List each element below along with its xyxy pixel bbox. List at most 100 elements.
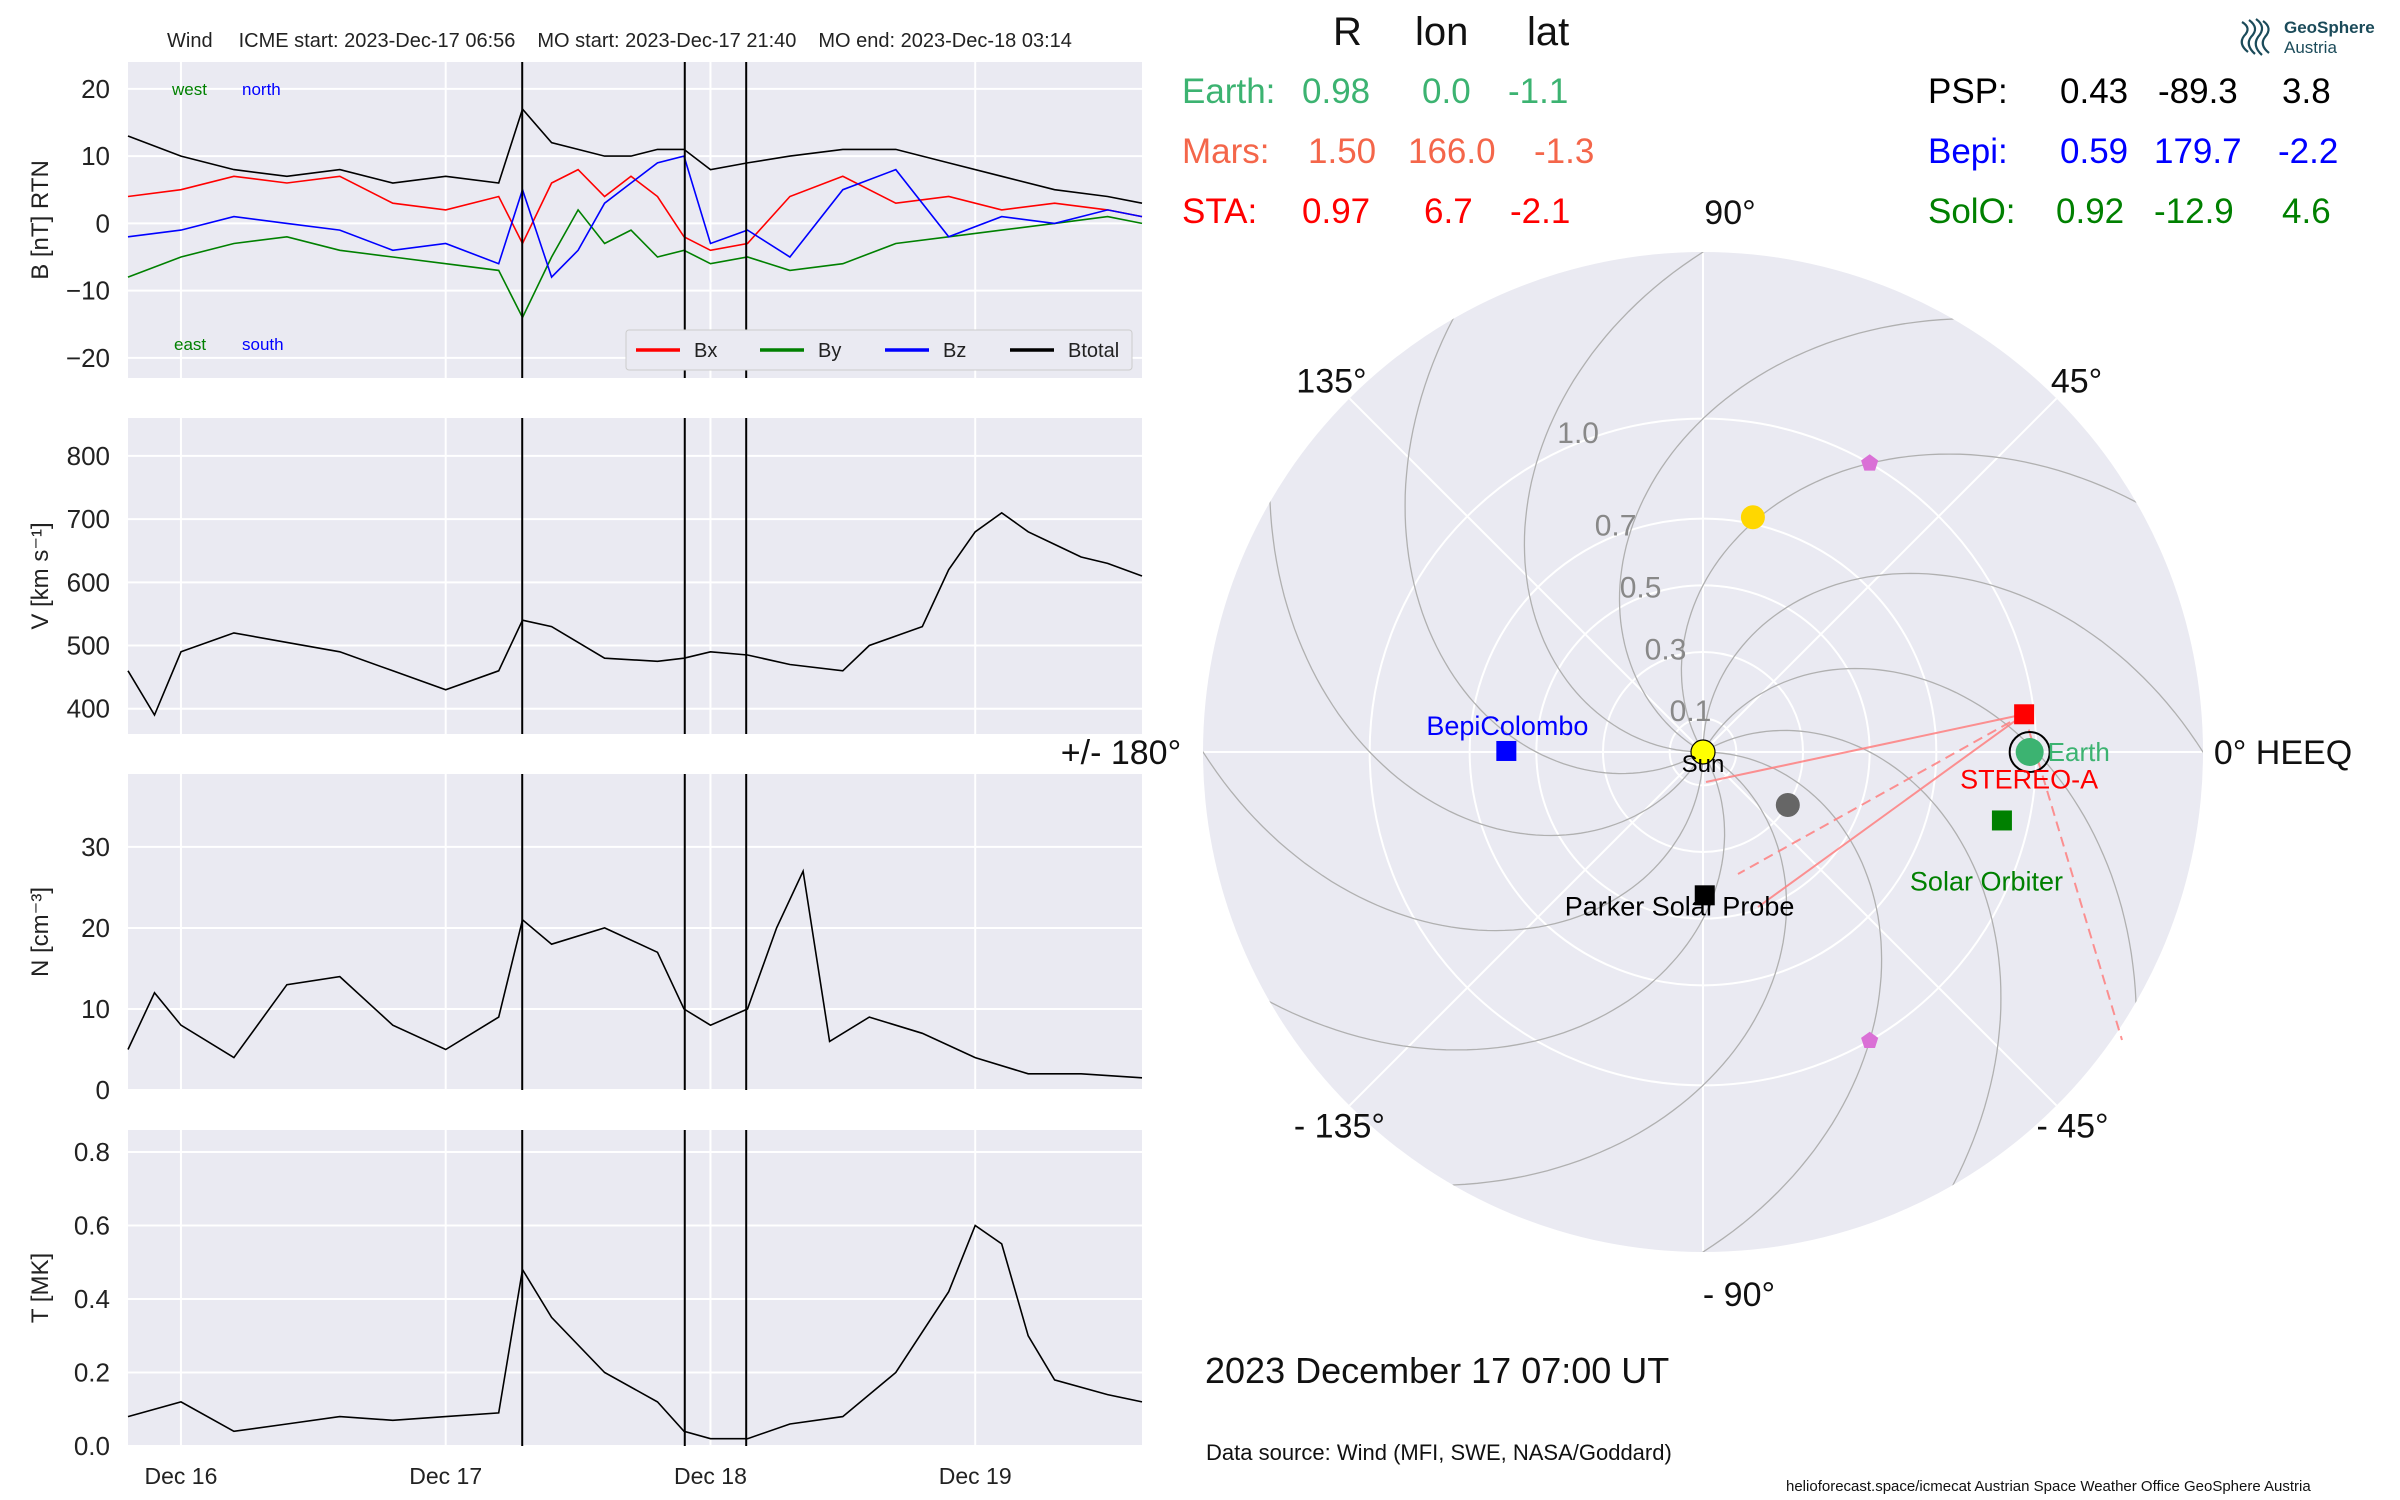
solo-r: 0.92 xyxy=(2056,192,2125,231)
label-earth: Earth xyxy=(2048,737,2110,767)
mars-lon: 166.0 xyxy=(1408,132,1496,171)
y-tick-label: 0.4 xyxy=(74,1284,110,1314)
series-line-bz xyxy=(127,155,1143,279)
angle-label-a0: 0° HEEQ xyxy=(2214,734,2352,772)
parker-spiral xyxy=(1702,667,2138,1053)
marker-stereo-a xyxy=(2014,704,2035,725)
series-line-density xyxy=(127,868,1143,1079)
marker-parker-solar-probe xyxy=(1694,885,1715,906)
earth-lon: 0.0 xyxy=(1422,72,1471,111)
logo-line2: Austria xyxy=(2284,38,2337,57)
bepi-label: Bepi: xyxy=(1928,132,2008,171)
series-line-speed xyxy=(127,511,1143,717)
parker-spirals xyxy=(1203,252,2203,1252)
y-tick-label: 500 xyxy=(67,631,110,661)
row-earth: Earth: 0.98 0.0 -1.1 xyxy=(1182,72,1682,116)
radial-tick-label: 0.3 xyxy=(1645,633,1687,666)
annotation-east: east xyxy=(174,335,206,354)
date-string: 2023 December 17 07:00 UT xyxy=(1205,1350,1670,1391)
y-axis-label: B [nT] RTN xyxy=(27,160,54,280)
legend-label-btotal: Btotal xyxy=(1068,340,1119,362)
stereo-a-fov-line xyxy=(1705,713,2025,783)
stereo-a-fov-line xyxy=(1757,713,2025,908)
column-lon: lon xyxy=(1415,10,1469,54)
y-axis-label: V [km s⁻¹] xyxy=(27,522,54,629)
angle-label-am90: - 90° xyxy=(1703,1276,1775,1314)
icme-start: ICME start: 2023-Dec-17 06:56 xyxy=(238,30,516,52)
panel-background xyxy=(128,774,1142,1090)
legend-label-bz: Bz xyxy=(943,340,966,362)
y-tick-label: 800 xyxy=(67,441,110,471)
parker-spiral xyxy=(1702,729,2002,1229)
geosphere-wave-icon xyxy=(2240,18,2270,56)
row-mars: Mars: 1.50 166.0 -1.3 xyxy=(1182,132,1682,176)
panel-temperature: 0.8 0.6 0.4 0.2 0.0 T [MK] xyxy=(27,1130,1143,1461)
y-tick-label: −20 xyxy=(66,343,110,373)
mars-r: 1.50 xyxy=(1308,132,1377,171)
parker-spiral xyxy=(1226,751,1726,1051)
angle-label-a45: 45° xyxy=(2051,362,2102,400)
y-tick-label: 30 xyxy=(81,832,110,862)
y-tick-label: 0 xyxy=(96,208,110,238)
legend-label-by: By xyxy=(818,340,841,362)
mars-label: Mars: xyxy=(1182,132,1270,171)
column-r: R xyxy=(1333,10,1362,54)
label-bepicolombo: BepiColombo xyxy=(1426,711,1588,741)
column-lat: lat xyxy=(1527,10,1570,54)
marker-mercury xyxy=(1775,792,1800,817)
radial-tick-label: 0.7 xyxy=(1595,510,1637,543)
radial-tick-label: 0.5 xyxy=(1620,571,1662,604)
event-name: Wind xyxy=(167,30,213,52)
earth-lat: -1.1 xyxy=(1508,72,1569,111)
y-tick-label: 0.2 xyxy=(74,1358,110,1388)
y-axis-label: T [MK] xyxy=(27,1253,54,1323)
annotation-west: west xyxy=(171,80,207,99)
data-source: Data source: Wind (MFI, SWE, NASA/Goddar… xyxy=(1206,1440,1672,1465)
earth-ring xyxy=(2008,731,2051,773)
parker-spiral xyxy=(1680,453,2180,753)
panel-speed: 800 700 600 500 400 V [km s⁻¹] xyxy=(27,418,1143,734)
annotation-south: south xyxy=(242,335,284,354)
marker-l5 xyxy=(1861,1031,1879,1048)
y-tick-label: −10 xyxy=(66,276,110,306)
panel-magnetic-field: 20 10 0 −10 −20 B [nT] RTN xyxy=(27,62,1143,378)
y-tick-label: 0.6 xyxy=(74,1211,110,1241)
label-sun: Sun xyxy=(1682,751,1725,778)
x-tick-label: Dec 17 xyxy=(409,1463,482,1489)
legend-box xyxy=(625,329,1133,371)
row-sta: STA: 0.97 6.7 -2.1 xyxy=(1182,192,1682,236)
earth-label: Earth: xyxy=(1182,72,1276,111)
sta-r: 0.97 xyxy=(1302,192,1371,231)
polar-plot: 0.1 0.3 0.5 0.7 1.0 0° HEEQ 45° 90° 135° +/- 180°… xyxy=(1061,194,2352,1314)
x-tick-label: Dec 16 xyxy=(145,1463,218,1489)
marker-bepicolombo xyxy=(1496,740,1517,761)
y-tick-label: 600 xyxy=(67,567,110,597)
marker-solar-orbiter xyxy=(1991,810,2012,831)
angle-label-am135: - 135° xyxy=(1294,1108,1385,1146)
legend: Bx By Bz Btotal xyxy=(625,329,1133,371)
solo-lat: 4.6 xyxy=(2282,192,2331,231)
angle-label-a90: 90° xyxy=(1704,194,1755,232)
parker-spiral xyxy=(1203,707,1704,932)
angle-label-a180: +/- 180° xyxy=(1061,734,1181,772)
x-tick-label: Dec 19 xyxy=(939,1463,1012,1489)
bepi-lat: -2.2 xyxy=(2278,132,2339,171)
legend-label-bx: Bx xyxy=(694,340,717,362)
panel-density: 30 20 10 0 N [cm⁻³] xyxy=(27,774,1143,1105)
parker-spiral xyxy=(1402,751,1788,1187)
psp-lon: -89.3 xyxy=(2158,72,2238,111)
label-stereo-a: STEREO-A xyxy=(1960,764,2098,794)
footer-credits: helioforecast.space/icmecat Austrian Spa… xyxy=(1786,1478,2311,1495)
mo-end: MO end: 2023-Dec-18 03:14 xyxy=(818,30,1072,52)
parker-spiral xyxy=(1523,252,1748,753)
icme-header: Wind ICME start: 2023-Dec-17 06:56 MO star… xyxy=(167,30,1072,53)
sta-lat: -2.1 xyxy=(1510,192,1571,231)
x-tick-label: Dec 18 xyxy=(674,1463,747,1489)
sta-label: STA: xyxy=(1182,192,1258,231)
row-psp: PSP: 0.43 -89.3 3.8 xyxy=(1928,72,2348,116)
stereo-a-fov-line xyxy=(1737,713,2025,875)
earth-r: 0.98 xyxy=(1302,72,1371,111)
panel-background xyxy=(128,1130,1142,1446)
y-axis-label: N [cm⁻³] xyxy=(27,887,54,977)
marker-sun xyxy=(1690,739,1716,765)
